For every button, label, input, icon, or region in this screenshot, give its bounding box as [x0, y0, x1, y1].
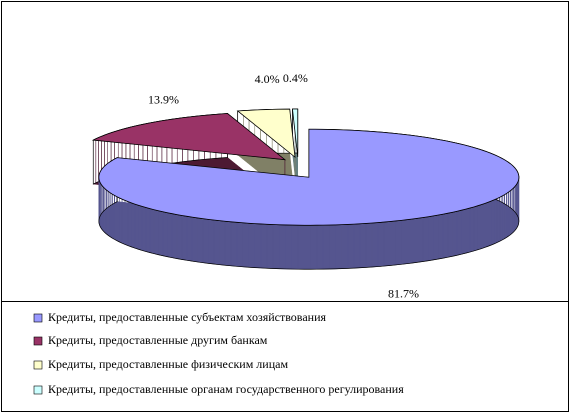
data-label: 13.9%: [148, 92, 179, 106]
slice-top: [292, 108, 299, 158]
legend-swatch: [33, 336, 43, 346]
data-label: 0.4%: [283, 71, 308, 85]
slice-top: [98, 128, 520, 226]
slice: [98, 128, 520, 270]
data-label: 4.0%: [255, 72, 280, 86]
legend-label: Кредиты, предоставленные физическим лица…: [48, 357, 288, 371]
legend-swatch: [33, 385, 43, 395]
legend-label: Кредиты, предоставленные органам государ…: [48, 382, 404, 396]
slice-top: [236, 108, 296, 159]
legend-label: Кредиты, предоставленные субъектам хозяй…: [48, 310, 326, 324]
data-label: 81.7%: [388, 286, 419, 300]
legend-swatch: [33, 313, 43, 323]
legend-label: Кредиты, предоставленные другим банкам: [48, 333, 268, 347]
slice-top: [91, 113, 287, 161]
legend-swatch: [33, 360, 43, 370]
